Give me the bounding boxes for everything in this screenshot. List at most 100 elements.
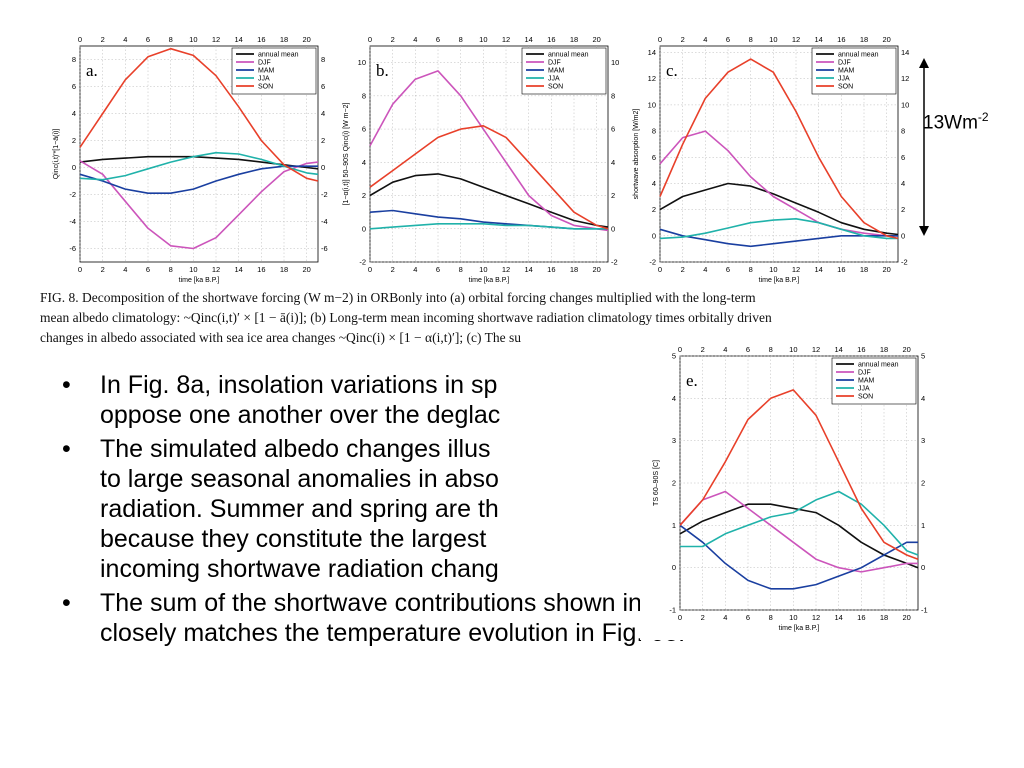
x-tick-label: 8 <box>749 265 753 274</box>
y-tick-label-right: 12 <box>901 74 909 83</box>
legend-label: annual mean <box>838 52 879 59</box>
bullet-line: incoming shortwave radiation chang <box>100 555 499 583</box>
y-tick-label: -1 <box>669 606 676 615</box>
x-tick-label-top: 2 <box>701 345 705 354</box>
scale-arrow-head-up <box>919 58 929 68</box>
x-tick-label: 14 <box>814 265 822 274</box>
x-tick-label: 2 <box>701 613 705 622</box>
y-tick-label: 0 <box>652 231 656 240</box>
x-tick-label-top: 0 <box>678 345 682 354</box>
y-axis-label: [1−α(i,t)] 50–90S Qinc(i) [W m−2] <box>343 103 350 206</box>
y-tick-label: -2 <box>359 258 366 267</box>
bullet-dot: • <box>62 435 71 463</box>
scale-arrow <box>919 58 929 236</box>
x-tick-label: 14 <box>524 265 532 274</box>
scale-annotation: 13Wm-2 <box>923 110 989 134</box>
x-tick-label-top: 14 <box>834 345 842 354</box>
y-tick-label: 8 <box>652 127 656 136</box>
y-axis-label: TS 60–90S [C] <box>653 460 660 506</box>
x-tick-label-top: 6 <box>436 35 440 44</box>
x-tick-label-top: 16 <box>837 35 845 44</box>
x-tick-label-top: 12 <box>812 345 820 354</box>
y-tick-label-right: 0 <box>321 163 325 172</box>
bullet-item: • The simulated albedo changes illus to … <box>60 434 1000 584</box>
x-tick-label-top: 18 <box>860 35 868 44</box>
x-tick-label-top: 4 <box>413 35 417 44</box>
caption-line: mean albedo climatology: ~Qinc(i,t)′ × [… <box>40 310 772 325</box>
panel-label: a. <box>86 61 98 80</box>
x-tick-label-top: 4 <box>123 35 127 44</box>
bullet-item: • In Fig. 8a, insolation variations in s… <box>60 370 1000 430</box>
bullet-line: oppose one another over the deglac <box>100 401 501 429</box>
x-tick-label-top: 14 <box>234 35 242 44</box>
y-tick-label-right: 14 <box>901 48 909 57</box>
x-tick-label: 20 <box>302 265 310 274</box>
x-tick-label-top: 20 <box>592 35 600 44</box>
x-tick-label-top: 8 <box>749 35 753 44</box>
y-tick-label: 4 <box>72 109 76 118</box>
bullet-item: • The sum of the shortwave contributions… <box>60 588 1000 648</box>
x-axis-label: time [ka B.P.] <box>759 277 800 284</box>
y-tick-label-right: -2 <box>611 258 618 267</box>
y-tick-label-right: 8 <box>901 127 905 136</box>
x-tick-label-top: 2 <box>681 35 685 44</box>
y-axis-label: Qinc(i,t)'*[1−ā(i)] <box>53 129 60 180</box>
y-tick-label: 4 <box>672 394 676 403</box>
legend-label: JJA <box>858 386 870 393</box>
legend-label: SON <box>548 84 563 91</box>
y-tick-label: 10 <box>648 100 656 109</box>
x-tick-label: 4 <box>703 265 707 274</box>
x-tick-label-top: 18 <box>570 35 578 44</box>
figure-caption: FIG. 8. Decomposition of the shortwave f… <box>40 288 940 348</box>
y-tick-label-right: 8 <box>321 55 325 64</box>
x-tick-label: 10 <box>769 265 777 274</box>
x-tick-label: 0 <box>658 265 662 274</box>
x-tick-label: 0 <box>368 265 372 274</box>
y-tick-label-right: 2 <box>901 205 905 214</box>
legend-label: JJA <box>548 76 560 83</box>
y-tick-label-right: 6 <box>611 125 615 134</box>
y-tick-label-right: 10 <box>611 58 619 67</box>
series-line <box>369 125 609 230</box>
legend-label: DJF <box>258 60 271 67</box>
x-tick-label: 12 <box>792 265 800 274</box>
x-tick-label: 20 <box>592 265 600 274</box>
x-tick-label: 16 <box>857 613 865 622</box>
y-tick-label-right: 2 <box>321 136 325 145</box>
series-line <box>369 70 609 232</box>
x-tick-label-top: 18 <box>280 35 288 44</box>
y-tick-label: 5 <box>672 352 676 361</box>
x-tick-label-top: 6 <box>146 35 150 44</box>
x-axis-label: time [ka B.P.] <box>469 277 510 284</box>
y-tick-label: 4 <box>362 158 366 167</box>
legend-label: MAM <box>838 68 855 75</box>
series-line <box>659 130 898 237</box>
bullet-list: • In Fig. 8a, insolation variations in s… <box>60 370 1000 652</box>
x-tick-label-top: 18 <box>880 345 888 354</box>
y-tick-label-right: 4 <box>921 394 925 403</box>
y-tick-label-right: 4 <box>321 109 325 118</box>
series-line <box>369 223 608 230</box>
x-tick-label-top: 2 <box>391 35 395 44</box>
y-tick-label: 6 <box>362 125 366 134</box>
y-tick-label-right: 10 <box>901 100 909 109</box>
x-tick-label-top: 12 <box>792 35 800 44</box>
x-tick-label: 6 <box>436 265 440 274</box>
x-tick-label-top: 2 <box>101 35 105 44</box>
x-axis-label: time [ka B.P.] <box>179 277 220 284</box>
x-tick-label-top: 10 <box>769 35 777 44</box>
x-tick-label: 18 <box>570 265 578 274</box>
y-tick-label: 1 <box>672 521 676 530</box>
series-line <box>369 173 609 228</box>
x-tick-label-top: 6 <box>746 345 750 354</box>
x-tick-label-top: 20 <box>302 35 310 44</box>
x-tick-label: 10 <box>189 265 197 274</box>
legend-label: MAM <box>258 68 275 75</box>
series-line <box>659 58 899 240</box>
x-tick-label-top: 4 <box>703 35 707 44</box>
legend-label: DJF <box>548 60 561 67</box>
x-tick-label: 12 <box>812 613 820 622</box>
x-tick-label-top: 8 <box>459 35 463 44</box>
